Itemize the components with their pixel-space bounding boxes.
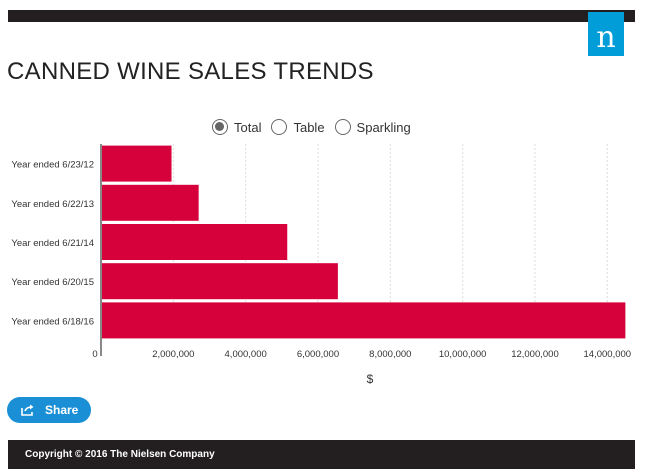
- x-tick-label: 10,000,000: [439, 349, 487, 360]
- bar-2: [102, 184, 199, 221]
- category-label: Year ended 6/21/14: [11, 238, 94, 249]
- logo-letter: n: [596, 20, 616, 55]
- share-icon: [21, 404, 34, 416]
- toggle-total[interactable]: Total: [212, 119, 261, 135]
- toggle-table[interactable]: Table: [271, 119, 325, 135]
- category-toggle-group: Total Table Sparkling: [212, 116, 421, 138]
- x-tick-label: 14,000,000: [584, 349, 632, 360]
- page-title: CANNED WINE SALES TRENDS: [7, 58, 374, 85]
- bar-3: [102, 224, 288, 260]
- radio-selected-icon[interactable]: [212, 119, 228, 135]
- share-button[interactable]: Share: [7, 397, 91, 423]
- footer: Copyright © 2016 The Nielsen Company: [8, 440, 635, 469]
- bar-4: [102, 263, 338, 300]
- x-tick-label: 6,000,000: [297, 349, 339, 360]
- nielsen-logo: n: [588, 12, 624, 56]
- bar-5: [102, 302, 626, 339]
- radio-icon[interactable]: [271, 119, 288, 135]
- x-tick-label: 4,000,000: [225, 349, 267, 360]
- category-label: Year ended 6/20/15: [11, 277, 94, 288]
- category-label: Year ended 6/23/12: [11, 160, 94, 171]
- x-tick-label: 2,000,000: [152, 349, 194, 360]
- bar-1: [102, 145, 172, 182]
- category-label: Year ended 6/22/13: [11, 199, 94, 210]
- x-tick-label: 8,000,000: [369, 349, 411, 360]
- toggle-total-label: Total: [234, 119, 262, 135]
- copyright-text: Copyright © 2016 The Nielsen Company: [25, 449, 215, 460]
- toggle-table-label: Table: [293, 119, 325, 135]
- x-axis-label: $: [367, 372, 374, 386]
- x-tick-label: 0: [92, 349, 97, 360]
- bar-chart: Year ended 6/23/12 Year ended 6/22/13 Year…: [11, 144, 632, 386]
- x-tick-label: 12,000,000: [511, 349, 559, 360]
- share-label: Share: [45, 403, 79, 417]
- radio-icon[interactable]: [334, 119, 351, 135]
- top-bar: [8, 10, 635, 22]
- toggle-sparkling[interactable]: Sparkling: [334, 119, 411, 135]
- category-label: Year ended 6/18/16: [11, 316, 94, 327]
- toggle-sparkling-label: Sparkling: [356, 119, 411, 135]
